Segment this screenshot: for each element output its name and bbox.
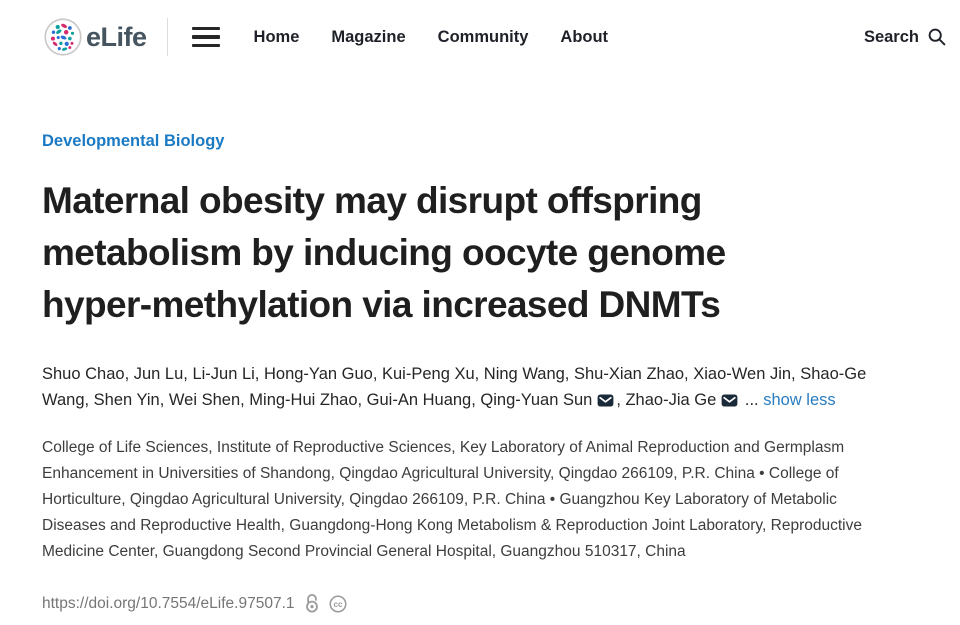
article-header: Developmental Biology Maternal obesity m… (0, 74, 960, 614)
menu-button[interactable] (191, 23, 220, 52)
main-nav: Home Magazine Community About (254, 28, 641, 47)
article-title-line: hyper-methylation via increased DNMTs (42, 284, 721, 325)
nav-about[interactable]: About (560, 27, 609, 46)
authors-ellipsis: ... (740, 391, 764, 409)
nav-magazine[interactable]: Magazine (331, 27, 406, 46)
site-header: eLife Home Magazine Community About Sear… (0, 0, 960, 74)
open-access-lock-icon[interactable] (304, 593, 320, 614)
elife-wordmark: eLife (86, 21, 147, 52)
doi-row: https://doi.org/10.7554/eLife.97507.1 cc (42, 593, 918, 614)
cc-license-icon[interactable]: cc (329, 594, 347, 613)
article-title: Maternal obesity may disrupt offspring m… (42, 175, 852, 331)
envelope-icon[interactable] (721, 394, 738, 407)
search-label: Search (863, 27, 919, 46)
article-title-line: metabolism by inducing oocyte genome (42, 232, 726, 273)
affiliations: College of Life Sciences, Institute of R… (42, 439, 862, 560)
article-title-line: Maternal obesity may disrupt offspring (42, 180, 702, 221)
menu-icon-bar (191, 26, 220, 31)
cc-icon-text: cc (333, 599, 342, 608)
authors-text: , Zhao-Jia Ge (616, 391, 717, 409)
nav-community[interactable]: Community (437, 27, 529, 46)
author-list: Shuo Chao, Jun Lu, Li-Jun Li, Hong-Yan G… (42, 361, 894, 413)
category-link[interactable]: Developmental Biology (42, 132, 225, 150)
elife-logo[interactable]: eLife (44, 18, 147, 56)
search-icon (928, 28, 946, 46)
search-button[interactable]: Search (864, 28, 946, 47)
menu-icon-bar (191, 43, 220, 48)
header-divider (166, 18, 168, 56)
menu-icon-bar (191, 35, 220, 39)
nav-home[interactable]: Home (253, 27, 300, 46)
envelope-icon[interactable] (597, 394, 614, 407)
doi-link[interactable]: https://doi.org/10.7554/eLife.97507.1 (42, 594, 295, 612)
show-less-link[interactable]: show less (763, 391, 836, 409)
elife-logo-icon (44, 18, 82, 56)
authors-text: Shuo Chao, Jun Lu, Li-Jun Li, Hong-Yan G… (42, 365, 867, 409)
